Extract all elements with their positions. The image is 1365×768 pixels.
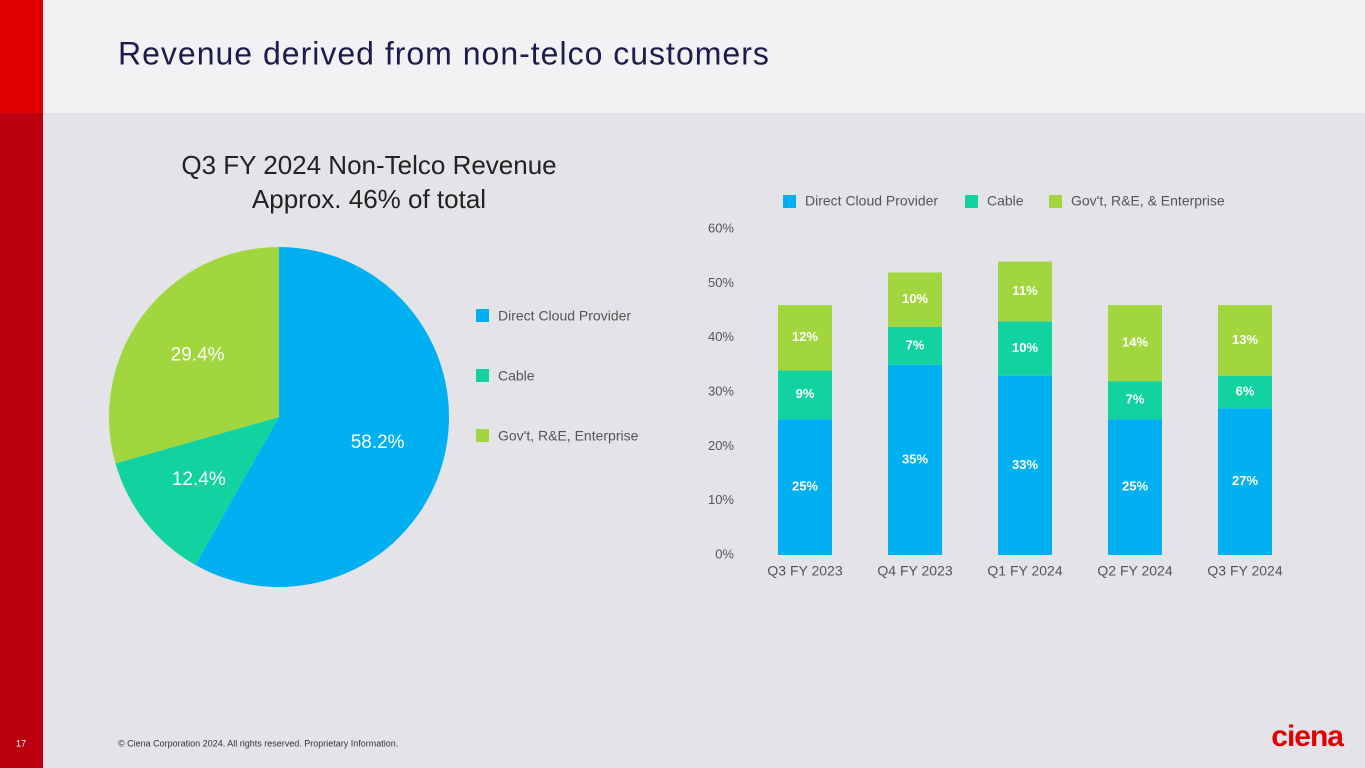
bar-label: 7% (906, 337, 925, 352)
bar-segment (1108, 419, 1162, 555)
bar-segment (778, 305, 832, 371)
bar-segment (778, 370, 832, 420)
legend-swatch (965, 195, 978, 208)
legend-swatch (476, 429, 489, 442)
pie-slice (195, 247, 450, 587)
pie-title: Q3 FY 2024 Non-Telco Revenue (181, 150, 556, 180)
bar-label: 10% (1012, 340, 1038, 355)
legend-label: Direct Cloud Provider (498, 308, 631, 324)
bar-label: 14% (1122, 335, 1148, 350)
bar-segment (1108, 305, 1162, 382)
header-band (43, 0, 1365, 113)
bar-label: 33% (1012, 457, 1038, 472)
y-tick-label: 60% (708, 220, 734, 235)
pie-slice (115, 417, 280, 565)
page-number: 17 (16, 738, 26, 748)
legend-label: Cable (498, 368, 535, 384)
legend-swatch (1049, 195, 1062, 208)
bar-label: 10% (902, 291, 928, 306)
bar-label: 7% (1126, 392, 1145, 407)
bar-label: 25% (792, 479, 818, 494)
bar-segment (998, 261, 1052, 322)
legend-swatch (476, 309, 489, 322)
y-tick-label: 40% (708, 329, 734, 344)
bar-segment (1218, 305, 1272, 376)
bar-segment (778, 419, 832, 555)
bar-segment (998, 375, 1052, 555)
pie-label: 12.4% (172, 469, 226, 490)
accent-top (0, 0, 43, 113)
y-tick-label: 10% (708, 492, 734, 507)
pie-slice (109, 247, 279, 464)
bar-segment (1108, 381, 1162, 420)
legend-label: Cable (987, 193, 1024, 209)
bar-segment (1218, 375, 1272, 409)
x-tick-label: Q4 FY 2023 (877, 563, 952, 579)
bar-segment (888, 326, 942, 365)
bar-segment (888, 364, 942, 555)
bar-segment (1218, 408, 1272, 555)
footer: © Ciena Corporation 2024. All rights res… (118, 738, 398, 748)
x-tick-label: Q3 FY 2024 (1207, 563, 1282, 579)
bar-segment (998, 321, 1052, 376)
bar-label: 35% (902, 451, 928, 466)
y-tick-label: 50% (708, 275, 734, 290)
legend-label: Direct Cloud Provider (805, 193, 938, 209)
y-tick-label: 0% (715, 546, 734, 561)
pie-label: 29.4% (171, 345, 225, 366)
bar-label: 9% (796, 386, 815, 401)
bar-label: 11% (1012, 283, 1038, 298)
accent-side (0, 113, 43, 768)
pie-label: 58.2% (351, 432, 405, 453)
bar-segment (888, 272, 942, 327)
y-tick-label: 30% (708, 383, 734, 398)
bar-label: 27% (1232, 473, 1258, 488)
slide-title: Revenue derived from non-telco customers (118, 35, 770, 71)
bar-label: 25% (1122, 479, 1148, 494)
legend-label: Gov't, R&E, & Enterprise (1071, 193, 1225, 209)
legend-label: Gov't, R&E, Enterprise (498, 428, 639, 444)
bar-label: 13% (1232, 332, 1258, 347)
legend-swatch (783, 195, 796, 208)
x-tick-label: Q3 FY 2023 (767, 563, 842, 579)
y-tick-label: 20% (708, 438, 734, 453)
logo: ciena (1271, 720, 1344, 753)
pie-subtitle: Approx. 46% of total (252, 184, 486, 214)
bar-label: 6% (1236, 383, 1255, 398)
bar-label: 12% (792, 329, 818, 344)
x-tick-label: Q2 FY 2024 (1097, 563, 1172, 579)
x-tick-label: Q1 FY 2024 (987, 563, 1062, 579)
legend-swatch (476, 369, 489, 382)
